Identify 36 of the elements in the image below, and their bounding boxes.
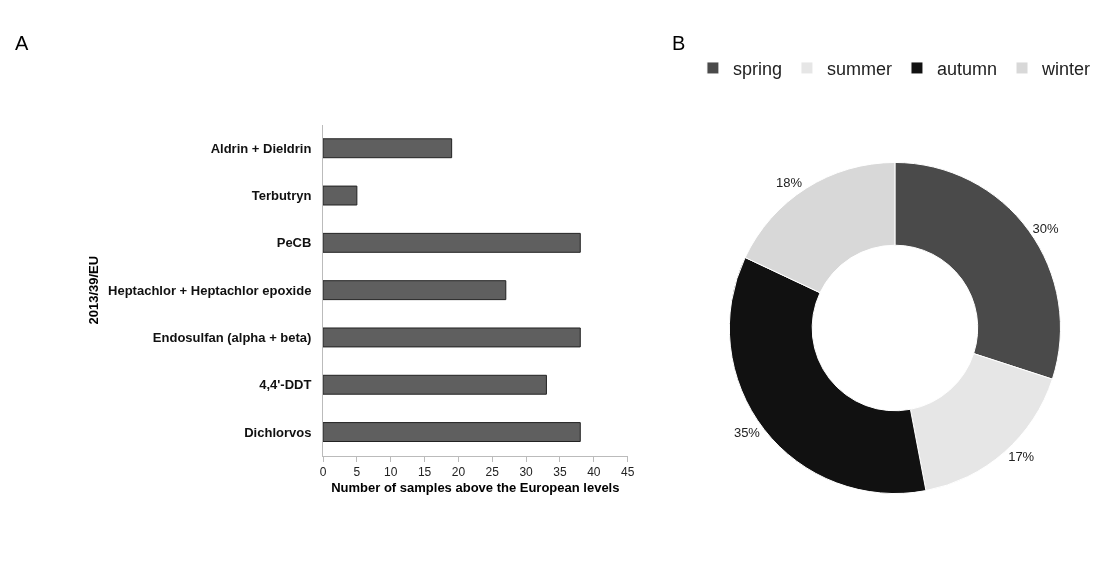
bar	[323, 374, 547, 395]
legend-label: summer	[826, 58, 892, 79]
y-tick-label: Endosulfan (alpha + beta)	[152, 330, 312, 345]
y-tick-label: Terbutryn	[251, 188, 312, 204]
x-tick-label: 30	[519, 465, 534, 480]
data-label: 30%	[1032, 220, 1060, 236]
y-tick-label: 4,4'-DDT	[259, 377, 312, 393]
x-tick-label: 0	[319, 465, 327, 480]
y-tick-label: Dichlorvos	[244, 424, 312, 440]
y-tick-label: Aldrin + Dieldrin	[210, 140, 312, 156]
bar	[323, 327, 581, 348]
bar	[323, 232, 581, 253]
x-tick-label: 35	[553, 465, 567, 480]
text: A	[15, 32, 29, 54]
chart-title: B	[672, 32, 686, 54]
data-label: 35%	[733, 424, 761, 440]
x-tick-label: 45	[620, 465, 635, 480]
x-tick-label: 25	[485, 465, 500, 480]
legend-label: autumn	[936, 58, 998, 79]
data-label: 18%	[776, 175, 803, 191]
y-axis-title: 2013/39/EU	[86, 255, 101, 325]
y-tick-label: Heptachlor + Heptachlor epoxide	[108, 282, 312, 298]
bar	[323, 185, 358, 206]
legend-label: spring	[732, 58, 782, 79]
bar	[323, 280, 507, 301]
x-tick-label: 20	[451, 465, 466, 480]
data-label: 17%	[1008, 448, 1035, 464]
bar	[323, 138, 453, 159]
legend-label: winter	[1041, 58, 1091, 79]
x-tick-label: 10	[384, 465, 398, 480]
bar	[323, 422, 581, 443]
y-tick-label: PeCB	[276, 235, 312, 251]
x-tick-label: 5	[353, 465, 361, 480]
x-tick-label: 15	[417, 465, 432, 480]
x-axis-title: Number of samples above the European levels	[331, 479, 620, 495]
x-tick-label: 40	[587, 465, 601, 480]
